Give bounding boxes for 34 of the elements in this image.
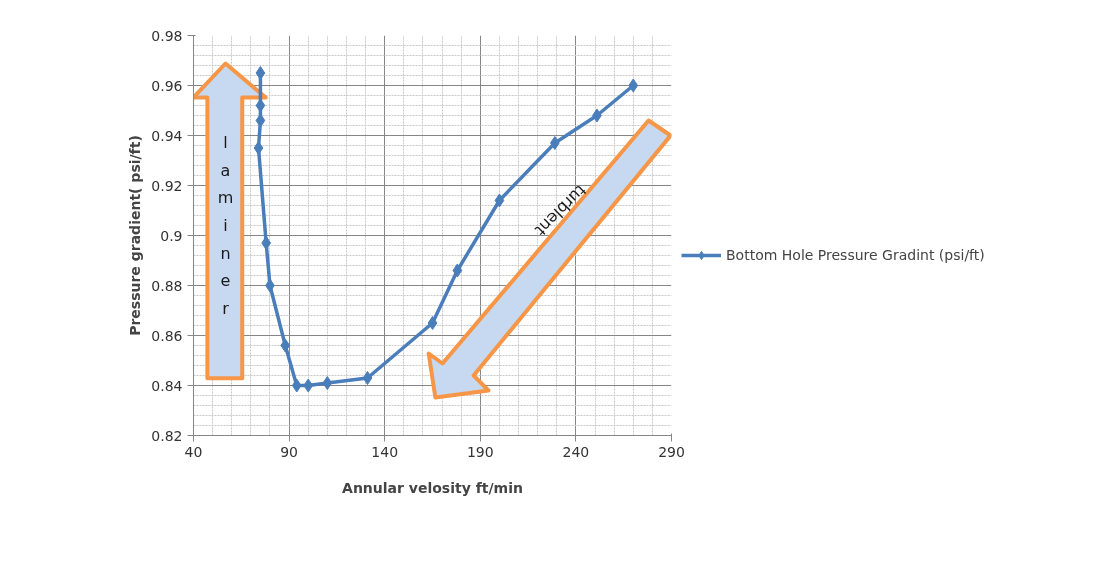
x-tick-label: 90 xyxy=(280,443,299,460)
x-axis-title: Annular velosity ft/min xyxy=(342,479,523,496)
point xyxy=(628,78,639,93)
point xyxy=(255,98,266,113)
point xyxy=(280,338,291,353)
point xyxy=(362,371,373,385)
y-tick-label: 0.9 xyxy=(160,227,183,244)
x-tick-label: 40 xyxy=(184,443,203,460)
x-tick-label: 290 xyxy=(658,443,685,460)
point xyxy=(322,376,333,390)
y-tick-label: 0.92 xyxy=(151,177,183,194)
legend-label: Bottom Hole Pressure Gradint (psi/ft) xyxy=(726,247,985,263)
point xyxy=(291,378,302,393)
point xyxy=(255,113,266,128)
point xyxy=(255,66,266,80)
point xyxy=(303,378,314,393)
y-tick-label: 0.88 xyxy=(151,277,183,294)
y-axis-title: Pressure gradient( psi/ft) xyxy=(127,135,144,336)
point xyxy=(550,136,560,150)
point xyxy=(261,236,271,250)
y-tick-label: 0.94 xyxy=(151,127,183,144)
y-tick-label: 0.82 xyxy=(151,427,183,444)
x-tick-label: 240 xyxy=(562,443,590,460)
point xyxy=(452,263,463,278)
y-tick-label: 0.86 xyxy=(151,327,183,344)
y-tick-label: 0.98 xyxy=(151,27,183,44)
point xyxy=(427,316,438,330)
y-tick-label: 0.84 xyxy=(151,377,183,394)
x-tick-label: 140 xyxy=(371,443,399,460)
point xyxy=(253,141,264,155)
y-tick-label: 0.96 xyxy=(151,77,183,94)
x-tick-label: 190 xyxy=(466,443,494,460)
annotation: laminer xyxy=(217,133,234,318)
point xyxy=(494,193,505,208)
